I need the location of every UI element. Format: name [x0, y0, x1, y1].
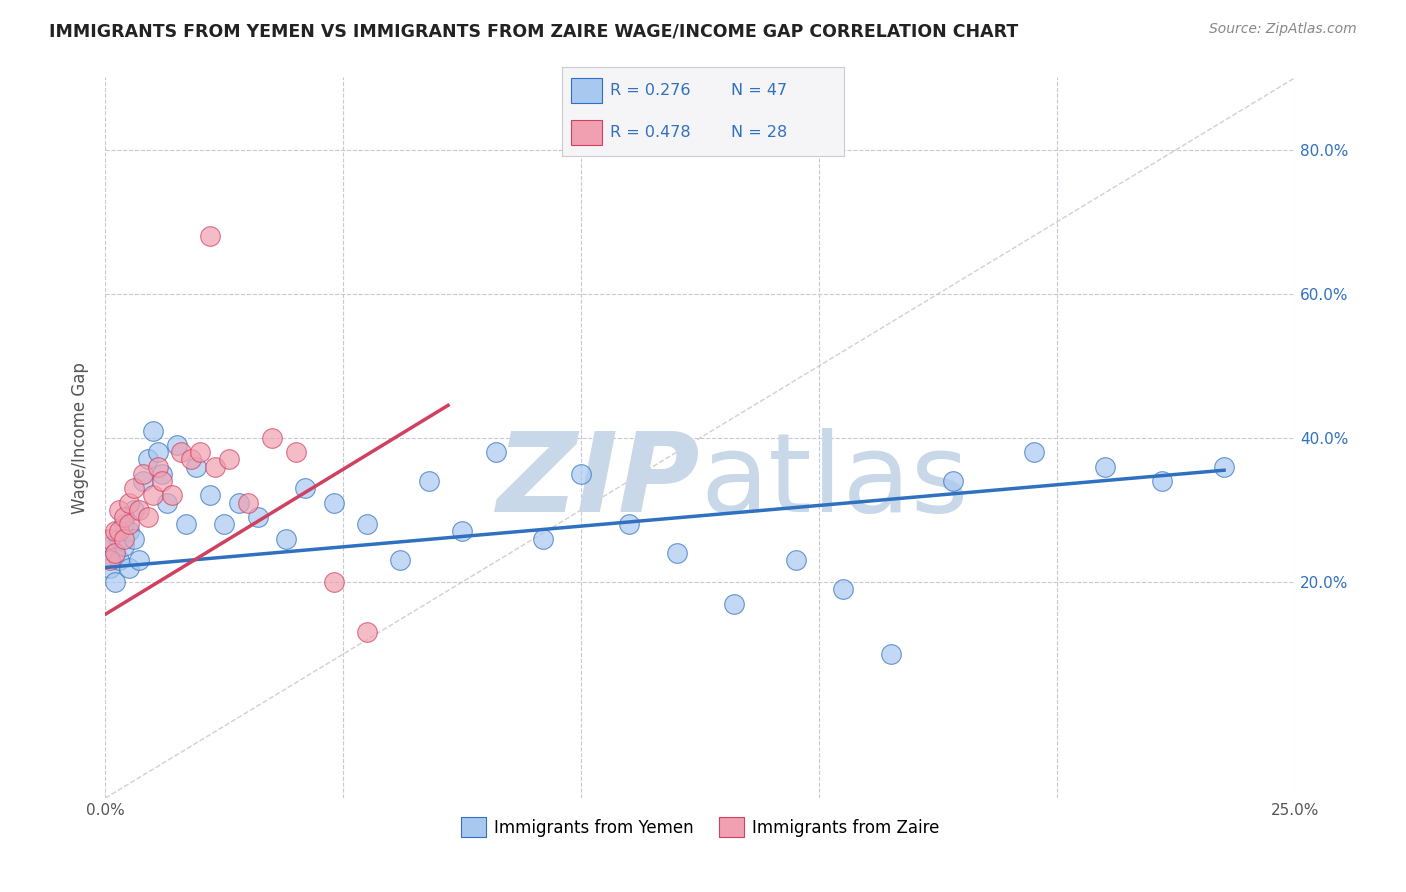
Text: Source: ZipAtlas.com: Source: ZipAtlas.com — [1209, 22, 1357, 37]
Legend: Immigrants from Yemen, Immigrants from Zaire: Immigrants from Yemen, Immigrants from Z… — [454, 810, 946, 844]
Point — [112, 517, 135, 532]
Point — [665, 546, 688, 560]
Point — [122, 481, 145, 495]
Point — [128, 553, 150, 567]
Point — [246, 510, 269, 524]
Point — [184, 459, 207, 474]
Point — [484, 445, 506, 459]
Point — [198, 488, 221, 502]
Point — [142, 488, 165, 502]
Point — [180, 452, 202, 467]
Point — [132, 467, 155, 481]
Point — [150, 474, 173, 488]
Point — [108, 532, 131, 546]
Point — [112, 539, 135, 553]
Point — [128, 503, 150, 517]
Point — [294, 481, 316, 495]
Point — [104, 546, 127, 560]
Point — [142, 424, 165, 438]
Point — [260, 431, 283, 445]
Point — [122, 532, 145, 546]
Point — [118, 517, 141, 532]
Point — [236, 496, 259, 510]
Point — [723, 597, 745, 611]
Point — [212, 517, 235, 532]
Point — [104, 524, 127, 539]
Point — [451, 524, 474, 539]
Point — [166, 438, 188, 452]
Point — [322, 496, 344, 510]
Text: ZIP: ZIP — [496, 427, 700, 534]
Point — [108, 553, 131, 567]
Point — [322, 574, 344, 589]
Point — [136, 510, 159, 524]
Point — [146, 445, 169, 459]
Point — [531, 532, 554, 546]
Text: IMMIGRANTS FROM YEMEN VS IMMIGRANTS FROM ZAIRE WAGE/INCOME GAP CORRELATION CHART: IMMIGRANTS FROM YEMEN VS IMMIGRANTS FROM… — [49, 22, 1018, 40]
Point — [228, 496, 250, 510]
Point — [1022, 445, 1045, 459]
Point — [112, 532, 135, 546]
Point — [118, 524, 141, 539]
Point — [104, 574, 127, 589]
Point — [276, 532, 298, 546]
Point — [104, 546, 127, 560]
Point — [132, 474, 155, 488]
Text: atlas: atlas — [700, 427, 969, 534]
Bar — [571, 120, 602, 145]
Point — [942, 474, 965, 488]
Point — [356, 625, 378, 640]
Point — [118, 496, 141, 510]
Point — [146, 459, 169, 474]
Point — [112, 510, 135, 524]
Point — [118, 560, 141, 574]
Point — [1152, 474, 1174, 488]
Point — [160, 488, 183, 502]
Point — [1213, 459, 1236, 474]
Point — [284, 445, 307, 459]
Point — [218, 452, 240, 467]
Point — [170, 445, 193, 459]
Point — [617, 517, 640, 532]
Point — [108, 524, 131, 539]
Point — [389, 553, 412, 567]
Point — [190, 445, 212, 459]
Y-axis label: Wage/Income Gap: Wage/Income Gap — [72, 362, 89, 514]
Point — [356, 517, 378, 532]
Point — [204, 459, 226, 474]
Point — [98, 539, 121, 553]
Point — [418, 474, 440, 488]
Bar — [571, 78, 602, 103]
Point — [156, 496, 179, 510]
Point — [174, 517, 197, 532]
Point — [108, 503, 131, 517]
Point — [1094, 459, 1116, 474]
Text: N = 28: N = 28 — [731, 126, 787, 140]
Point — [136, 452, 159, 467]
Point — [122, 503, 145, 517]
Point — [98, 560, 121, 574]
Point — [98, 532, 121, 546]
Point — [98, 553, 121, 567]
Point — [198, 229, 221, 244]
Point — [569, 467, 592, 481]
Text: N = 47: N = 47 — [731, 83, 787, 97]
Point — [832, 582, 855, 596]
Point — [785, 553, 807, 567]
Text: R = 0.478: R = 0.478 — [610, 126, 690, 140]
Text: R = 0.276: R = 0.276 — [610, 83, 690, 97]
Point — [880, 647, 903, 661]
Point — [150, 467, 173, 481]
